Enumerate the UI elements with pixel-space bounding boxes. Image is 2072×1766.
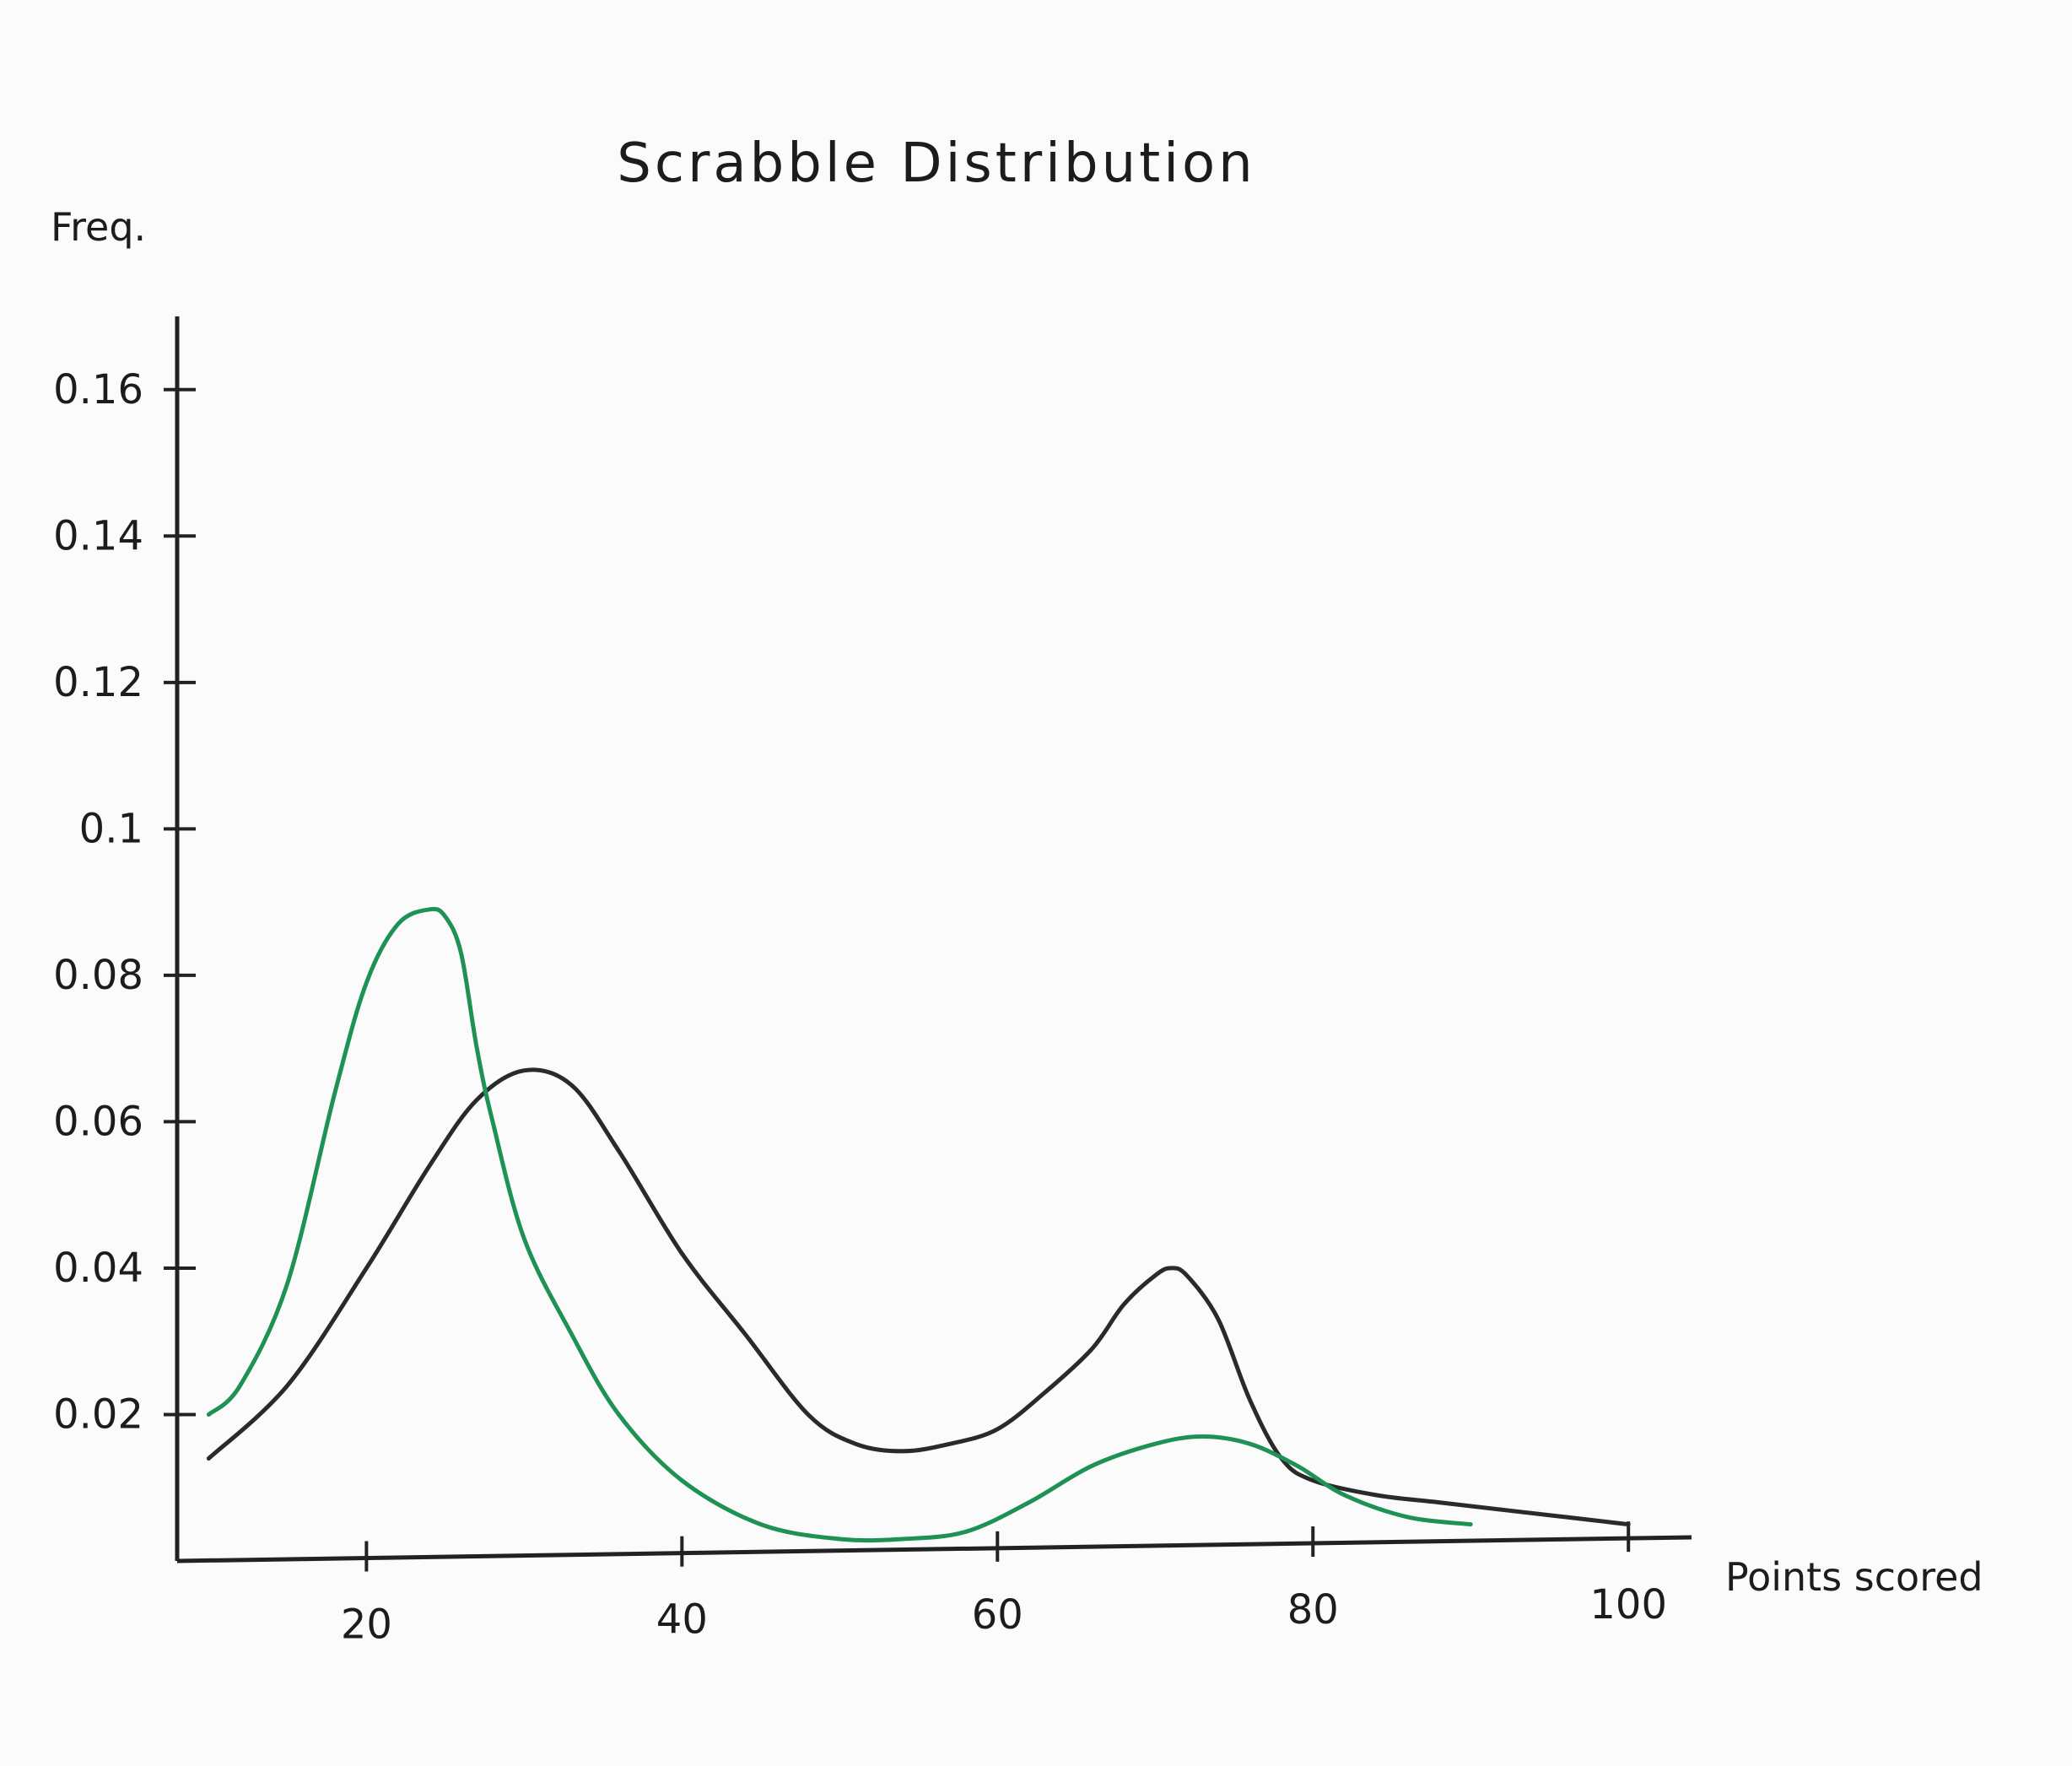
y-tick-label: 0.02: [53, 1391, 143, 1438]
y-tick-label: 0.12: [53, 659, 143, 706]
x-axis-label: Points scored: [1725, 1554, 1983, 1600]
chart-title: Scrabble Distribution: [617, 132, 1255, 195]
y-tick-label: 0.14: [53, 512, 143, 559]
ticks-layer: 0.02 0.04 0.06 0.08 0.1 0.12 0.14 0.16 20 40 60 80 1…: [53, 366, 1667, 1649]
x-axis-line: [176, 1535, 1692, 1563]
y-tick-label: 0.06: [53, 1098, 143, 1145]
series-line-1: [206, 1067, 1631, 1527]
y-tick-label: 0.16: [53, 366, 143, 413]
y-tick-label: 0.08: [53, 952, 143, 999]
x-tick-label: 60: [972, 1591, 1023, 1639]
x-tick-label: 80: [1287, 1586, 1339, 1634]
series-layer: [206, 906, 1631, 1543]
y-axis-label: Freq.: [51, 204, 146, 250]
x-tick-label: 100: [1589, 1581, 1667, 1628]
x-tick-label: 20: [341, 1601, 392, 1649]
y-tick-label: 0.1: [79, 805, 143, 852]
y-tick-label: 0.04: [53, 1245, 143, 1292]
x-tick-label: 40: [656, 1596, 708, 1644]
series-line-2: [206, 906, 1473, 1543]
